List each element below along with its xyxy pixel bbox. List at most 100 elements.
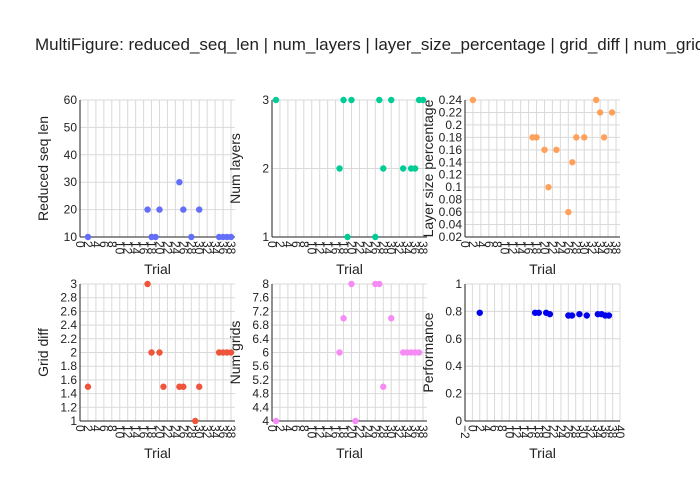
data-point: [272, 96, 280, 104]
data-point: [348, 280, 355, 288]
x-tick-label: 28: [376, 241, 390, 255]
x-tick-label: 2: [273, 241, 287, 248]
x-tick-label: 18: [337, 425, 351, 439]
y-tick-label: 4: [262, 414, 269, 428]
x-tick-label: 24: [360, 241, 374, 255]
x-tick-label: 26: [368, 241, 382, 255]
x-tick-label: 10: [113, 241, 127, 255]
x-tick-label: 20: [539, 425, 553, 439]
x-tick-label: 24: [554, 425, 568, 439]
x-tick-label: 12: [506, 241, 520, 255]
x-tick-label: 10: [305, 241, 319, 255]
y-tick-label: 6: [262, 346, 269, 360]
x-tick-label: 22: [160, 241, 174, 255]
data-point: [148, 349, 155, 356]
data-point: [576, 310, 583, 318]
data-point: [380, 165, 387, 172]
x-tick-label: 18: [530, 241, 544, 255]
y-tick-label: 0.24: [439, 93, 463, 107]
y-tick-label: 4.8: [252, 387, 269, 401]
data-point: [533, 134, 540, 141]
x-tick-label: 4: [480, 425, 494, 432]
y-tick-label: 0.2: [445, 387, 462, 401]
y-tick-label: 10: [64, 230, 78, 244]
x-tick-label: 18: [337, 241, 351, 255]
x-tick-label: 0: [465, 425, 479, 432]
data-point: [605, 312, 613, 319]
y-tick-label: 0.8: [445, 304, 462, 318]
y-tick-label: 0.02: [439, 230, 463, 244]
x-tick-label: 26: [561, 241, 575, 255]
data-point: [84, 383, 92, 390]
x-tick-label: 20: [152, 425, 166, 439]
x-tick-label: 4: [281, 425, 295, 432]
data-point: [545, 183, 552, 191]
x-tick-label: 16: [329, 425, 343, 439]
x-tick-label: 6: [97, 425, 111, 432]
y-tick-label: 0.14: [439, 155, 463, 169]
data-point: [227, 233, 235, 241]
x-tick-label: 30: [192, 425, 206, 439]
y-tick-label: 2: [262, 162, 269, 176]
y-tick-label: 1.8: [60, 359, 77, 373]
data-point: [388, 96, 395, 104]
x-tick-label: 20: [152, 241, 166, 255]
x-axis-label: Trial: [336, 445, 363, 461]
y-tick-label: 40: [64, 148, 78, 162]
data-point: [144, 206, 151, 213]
x-tick-label: 36: [408, 241, 422, 255]
x-tick-label: 6: [289, 241, 303, 248]
x-tick-label: 22: [160, 425, 174, 439]
data-point: [581, 134, 588, 141]
data-point: [568, 312, 576, 319]
x-tick-label: 36: [598, 425, 612, 439]
x-tick-label: 12: [313, 425, 327, 439]
y-tick-label: 2.8: [60, 291, 77, 305]
x-axis-label: Trial: [336, 261, 363, 277]
x-tick-label: 22: [545, 241, 559, 255]
y-tick-label: 1.4: [60, 387, 77, 401]
x-tick-label: 32: [583, 425, 597, 439]
x-tick-label: 16: [329, 241, 343, 255]
x-tick-label: 14: [517, 425, 531, 439]
data-point: [372, 233, 379, 241]
data-point: [336, 165, 343, 172]
x-tick-label: 12: [121, 425, 135, 439]
x-tick-label: 14: [321, 425, 335, 439]
data-point: [152, 233, 159, 241]
y-tick-label: 2.4: [60, 318, 77, 332]
x-tick-label: 8: [297, 425, 311, 432]
x-tick-label: 0: [458, 241, 472, 248]
data-point: [227, 349, 235, 356]
x-tick-label: 8: [105, 241, 119, 248]
x-tick-label: 8: [105, 425, 119, 432]
y-tick-label: 0.22: [439, 105, 463, 119]
data-point: [376, 96, 383, 104]
subplot-grid: 0246810121416182022242628303234363810203…: [35, 93, 627, 461]
x-tick-label: 8: [495, 425, 509, 432]
x-tick-label: 12: [313, 241, 327, 255]
x-tick-label: 34: [591, 425, 605, 439]
data-point: [272, 417, 280, 425]
y-tick-label: 6.8: [252, 318, 269, 332]
x-tick-label: 34: [593, 241, 607, 255]
y-tick-label: 0.6: [445, 332, 462, 346]
x-tick-label: 24: [168, 241, 182, 255]
x-axis-label: Trial: [529, 261, 556, 277]
y-tick-label: 3: [262, 93, 269, 107]
x-tick-label: 20: [537, 241, 551, 255]
x-tick-label: 32: [585, 241, 599, 255]
data-point: [156, 206, 163, 213]
data-point: [344, 233, 351, 241]
data-point: [553, 146, 560, 154]
x-tick-label: 12: [510, 425, 524, 439]
x-tick-label: 12: [121, 241, 135, 255]
y-tick-label: 7.6: [252, 291, 269, 305]
x-tick-label: −2: [458, 425, 472, 439]
x-tick-label: 30: [192, 241, 206, 255]
x-tick-label: 38: [606, 425, 620, 439]
x-tick-label: 36: [408, 425, 422, 439]
x-tick-label: 26: [176, 241, 190, 255]
x-tick-label: 2: [81, 241, 95, 248]
